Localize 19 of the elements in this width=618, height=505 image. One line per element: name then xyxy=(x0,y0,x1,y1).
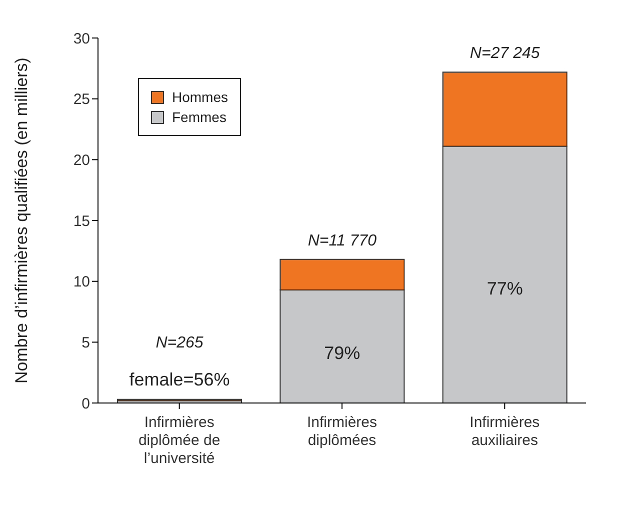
legend-label: Femmes xyxy=(172,109,226,125)
annotation: N=265 xyxy=(156,334,204,352)
y-tick-label: 30 xyxy=(73,30,90,48)
y-tick-label: 0 xyxy=(82,395,90,412)
y-tick-label: 5 xyxy=(82,334,90,352)
annotation: female=56% xyxy=(129,369,230,390)
annotation: N=27 245 xyxy=(470,45,540,62)
y-tick-label: 10 xyxy=(73,274,90,291)
x-tick-label: Infirmières auxiliaires xyxy=(470,414,540,449)
y-tick-label: 20 xyxy=(73,152,90,169)
annotation: 77% xyxy=(486,278,523,298)
x-tick-label: Infirmières diplômée de l’université xyxy=(138,414,220,467)
annotation: 79% xyxy=(324,343,360,364)
y-tick-label: 25 xyxy=(73,91,90,108)
legend-label: Hommes xyxy=(172,89,228,105)
y-axis-title: Nombre d’infirmières qualifiées (en milliers) xyxy=(12,58,32,384)
y-tick-label: 15 xyxy=(73,212,90,230)
annotation: N=11 770 xyxy=(308,232,377,250)
x-tick-label: Infirmières diplômées xyxy=(306,414,378,449)
